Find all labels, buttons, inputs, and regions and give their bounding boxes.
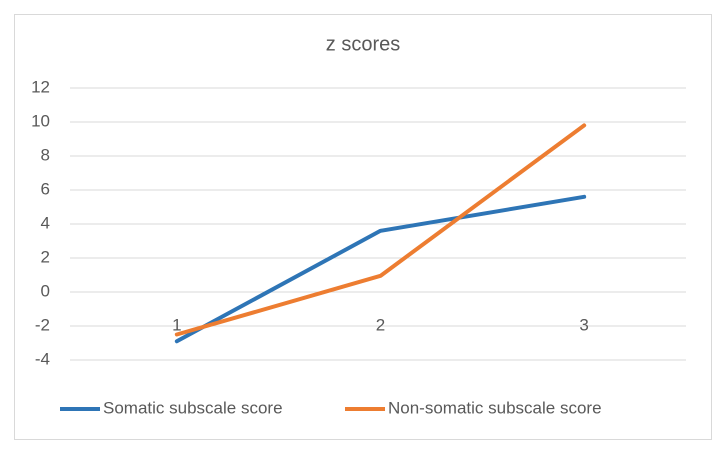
y-tick-label: 8 — [41, 145, 50, 164]
y-tick-label: -4 — [35, 349, 50, 368]
line-series — [174, 194, 587, 344]
legend-label: Non-somatic subscale score — [388, 398, 602, 417]
y-tick-label: 10 — [31, 111, 50, 130]
y-tick-label: 0 — [41, 281, 50, 300]
x-tick-label: 1 — [172, 315, 181, 334]
y-tick-label: 12 — [31, 77, 50, 96]
legend-label: Somatic subscale score — [103, 398, 283, 417]
x-tick-label: 3 — [579, 315, 588, 334]
chart-border — [14, 14, 712, 440]
y-tick-label: 4 — [41, 213, 50, 232]
line-series — [174, 123, 587, 337]
chart-title: z scores — [326, 33, 400, 55]
x-tick-label: 2 — [376, 315, 385, 334]
y-tick-label: -2 — [35, 315, 50, 334]
y-tick-label: 2 — [41, 247, 50, 266]
y-tick-label: 6 — [41, 179, 50, 198]
